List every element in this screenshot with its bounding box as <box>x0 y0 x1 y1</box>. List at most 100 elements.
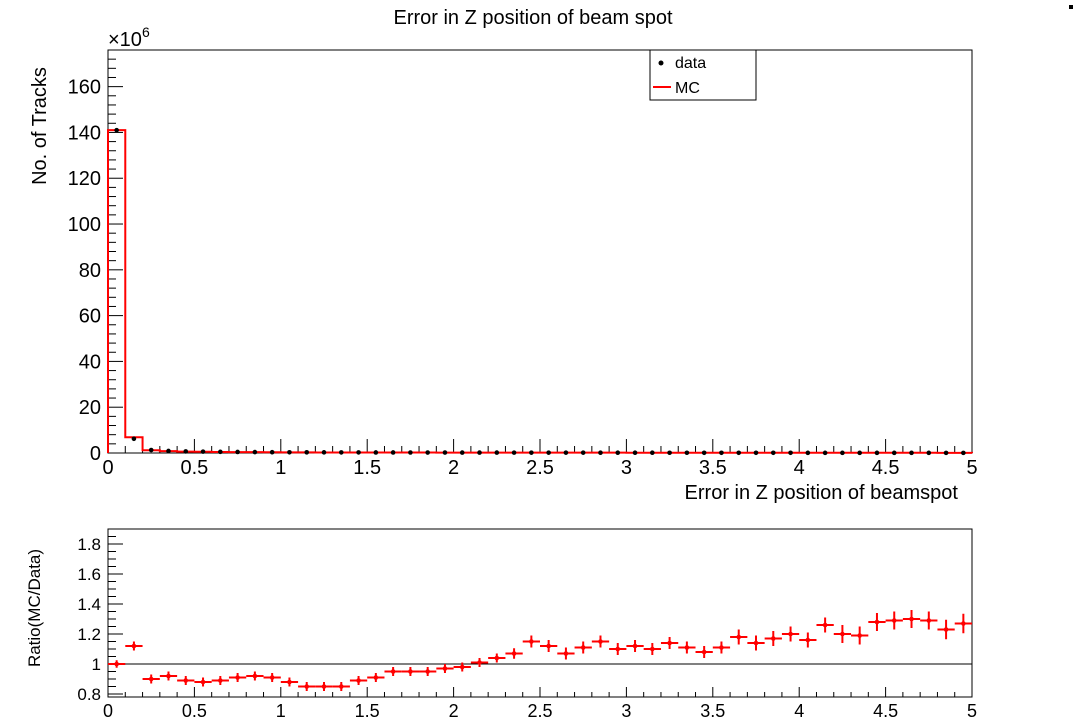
data-point <box>667 450 672 456</box>
data-point <box>632 450 638 456</box>
ratio-point <box>591 635 610 648</box>
top-axis-ticks: 0 0.5 1 1.5 2 2.5 3 3.5 4 4.5 5 0 20 40 60 80 100 120 140 1… <box>68 49 978 479</box>
ratio-marker <box>701 649 707 655</box>
data-point <box>166 448 171 454</box>
data-point <box>909 450 914 456</box>
ratio-point <box>159 671 178 681</box>
ratio-marker <box>909 616 914 622</box>
ratio-marker <box>373 675 379 680</box>
ratio-marker <box>822 622 828 628</box>
data-point <box>926 450 932 456</box>
ratio-marker <box>321 684 327 689</box>
ratio-marker <box>148 676 154 682</box>
bot-x-tick-label: 5 <box>967 701 977 720</box>
ratio-marker <box>632 643 638 649</box>
ratio-marker <box>770 636 776 641</box>
ratio-point <box>263 673 281 682</box>
legend-mc-label: MC <box>675 80 700 97</box>
data-point <box>200 449 206 454</box>
data-point <box>218 449 223 455</box>
ratio-point <box>332 682 350 691</box>
data-point <box>822 450 828 456</box>
top-y-tick-label: 100 <box>68 214 101 236</box>
ratio-point <box>747 635 765 651</box>
ratio-marker <box>338 684 344 689</box>
ratio-marker <box>218 678 223 683</box>
ratio-point <box>349 676 368 685</box>
ratio-marker <box>494 655 500 661</box>
ratio-marker <box>425 669 430 674</box>
top-x-tick-label: 4 <box>794 457 805 479</box>
data-point <box>701 450 707 456</box>
ratio-marker <box>753 640 759 646</box>
data-point <box>459 450 465 455</box>
bot-x-tick-label: 3 <box>621 701 631 720</box>
ratio-point <box>954 613 972 634</box>
top-y-tick-label: 160 <box>68 77 101 99</box>
ratio-point <box>851 626 869 645</box>
bot-y-tick-label: 1.2 <box>77 625 101 644</box>
ratio-point <box>522 635 540 648</box>
bot-y-tick-label: 1.6 <box>77 565 101 584</box>
bot-y-tick-label: 1 <box>92 655 101 674</box>
ratio-marker <box>598 639 603 644</box>
ratio-point <box>660 637 679 649</box>
ratio-point <box>211 676 229 685</box>
data-point <box>356 450 361 455</box>
data-point <box>580 450 586 455</box>
ratio-point <box>557 647 575 660</box>
data-point <box>736 450 742 456</box>
ratio-point <box>609 643 627 655</box>
top-x-tick-label: 0.5 <box>180 457 208 479</box>
data-point <box>338 450 344 455</box>
ratio-point <box>401 667 420 676</box>
ratio-marker <box>511 651 517 656</box>
data-point <box>770 450 776 456</box>
ratio-point <box>315 682 333 691</box>
top-x-tick-label: 4.5 <box>872 457 900 479</box>
ratio-y-axis-label: Ratio(MC/Data) <box>25 549 44 667</box>
ratio-point <box>781 626 800 642</box>
top-x-tick-label: 3.5 <box>699 457 727 479</box>
data-point <box>615 450 621 456</box>
ratio-point <box>280 677 299 687</box>
ratio-marker <box>736 634 742 640</box>
ratio-marker <box>840 631 845 637</box>
ratio-point <box>298 682 316 691</box>
ratio-plot-frame <box>107 528 973 698</box>
ratio-marker <box>615 646 621 652</box>
ratio-marker <box>650 646 655 652</box>
mc-step-line <box>107 129 973 454</box>
data-point <box>788 450 793 456</box>
data-point <box>373 450 379 455</box>
ratio-points <box>108 610 972 691</box>
ratio-marker <box>667 640 672 646</box>
data-point <box>114 127 119 133</box>
ratio-marker <box>788 631 793 637</box>
data-point <box>408 450 413 455</box>
data-point <box>425 450 430 455</box>
data-point <box>753 450 759 456</box>
ratio-axis-ticks: 0 0.5 1 1.5 2 2.5 3 3.5 4 4.5 5 0.8 1 1.2 1.4 1.6 1.8 <box>77 528 977 720</box>
data-point <box>546 450 551 455</box>
ratio-point <box>142 674 160 684</box>
ratio-marker <box>891 618 897 623</box>
ratio-marker <box>408 669 413 674</box>
top-y-tick-label: 0 <box>90 443 101 465</box>
bot-y-tick-label: 1.4 <box>77 595 101 614</box>
data-point <box>494 450 500 455</box>
ratio-point <box>246 671 264 681</box>
ratio-point <box>540 640 558 652</box>
data-point <box>684 450 690 456</box>
ratio-point <box>712 641 731 654</box>
top-x-tick-label: 2 <box>448 457 459 479</box>
ratio-marker <box>200 679 206 685</box>
data-point <box>287 449 292 455</box>
bot-x-tick-label: 3.5 <box>700 701 725 720</box>
data-point <box>511 450 517 455</box>
ratio-point <box>626 640 644 652</box>
ratio-point <box>125 641 143 651</box>
ratio-point <box>194 677 212 687</box>
mc-histogram <box>107 129 973 454</box>
